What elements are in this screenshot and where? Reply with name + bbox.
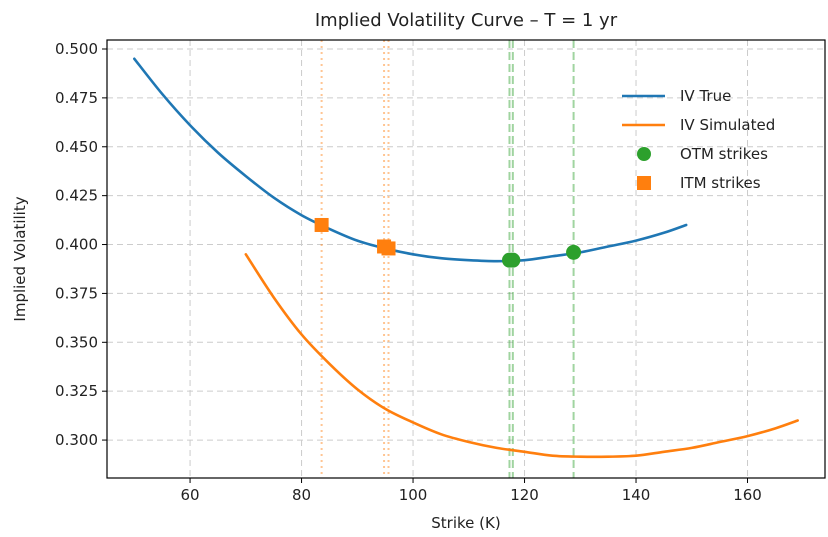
legend-swatch-square <box>637 176 651 190</box>
legend: IV True IV Simulated OTM strikes ITM strike… <box>622 87 775 192</box>
y-tick-label: 0.300 <box>55 431 98 449</box>
itm-strike-point <box>314 217 329 232</box>
otm-strike-point <box>505 252 521 268</box>
legend-swatch-circle <box>637 147 651 161</box>
y-tick-label: 0.450 <box>55 138 98 156</box>
y-axis-ticks: 0.300 0.325 0.350 0.375 0.400 0.425 0.450 0.475… <box>55 40 107 449</box>
grid <box>107 40 825 478</box>
iv-simulated-line <box>244 253 799 459</box>
y-tick-label: 0.325 <box>55 382 98 400</box>
otm-strike-point <box>566 244 582 260</box>
x-axis-ticks: 60 80 100 120 140 160 <box>181 478 762 504</box>
y-tick-label: 0.425 <box>55 187 98 205</box>
legend-label: ITM strikes <box>680 174 761 192</box>
x-tick-label: 140 <box>622 486 651 504</box>
legend-label: IV Simulated <box>680 116 775 134</box>
plot-frame <box>106 39 826 479</box>
legend-label: OTM strikes <box>680 145 768 163</box>
x-tick-label: 120 <box>510 486 539 504</box>
legend-item-iv-simulated: IV Simulated <box>622 116 775 134</box>
y-tick-label: 0.475 <box>55 89 98 107</box>
y-tick-label: 0.400 <box>55 236 98 254</box>
chart-title: Implied Volatility Curve – T = 1 yr <box>315 10 618 31</box>
x-tick-label: 80 <box>292 486 311 504</box>
x-tick-label: 160 <box>733 486 762 504</box>
x-tick-label: 60 <box>181 486 200 504</box>
series-lines <box>133 57 799 459</box>
y-tick-label: 0.375 <box>55 284 98 302</box>
itm-strike-point <box>381 241 396 256</box>
y-axis-label: Implied Volatility <box>11 196 29 321</box>
legend-label: IV True <box>680 87 731 105</box>
y-tick-label: 0.500 <box>55 40 98 58</box>
x-axis-label: Strike (K) <box>431 514 500 532</box>
x-tick-label: 100 <box>399 486 428 504</box>
strike-markers <box>314 217 582 268</box>
legend-item-itm-strikes: ITM strikes <box>637 174 761 192</box>
legend-item-iv-true: IV True <box>622 87 731 105</box>
iv-true-line <box>133 57 688 263</box>
legend-item-otm-strikes: OTM strikes <box>637 145 768 163</box>
y-tick-label: 0.350 <box>55 333 98 351</box>
